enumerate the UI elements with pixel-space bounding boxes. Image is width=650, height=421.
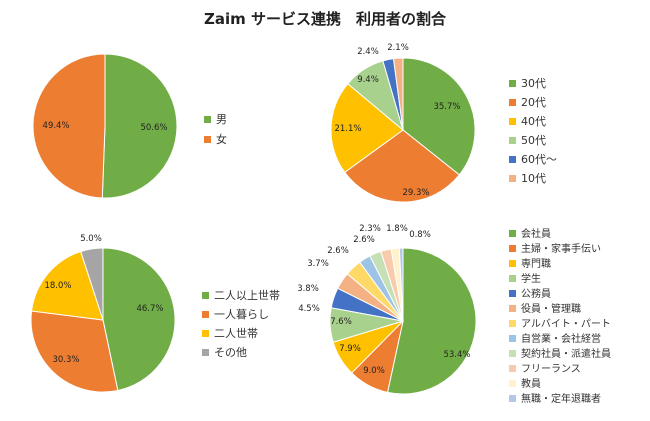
pie-slice-household-2	[31, 250, 104, 321]
data-label-gender-0: 50.6%	[140, 123, 167, 133]
data-label-gender-1: 49.4%	[43, 121, 70, 131]
legend-label-household-0: 二人以上世帯	[214, 289, 280, 302]
legend-label-occupation-7: 自営業・会社経営	[521, 332, 601, 345]
legend-label-occupation-5: 役員・管理職	[521, 302, 581, 315]
pie-slice-age-0	[402, 57, 476, 176]
legend-swatch-age-4	[509, 156, 516, 163]
pie-slice-occupation-11	[398, 247, 404, 322]
legend-swatch-gender-0	[204, 116, 211, 123]
data-label-household-2: 18.0%	[44, 281, 71, 291]
pie-slice-gender-0	[101, 53, 178, 199]
pie-slice-household-3	[80, 247, 104, 321]
legend-label-gender-1: 女	[216, 132, 227, 146]
legend-swatch-age-5	[509, 175, 516, 182]
legend-swatch-age-0	[509, 80, 516, 87]
legend-swatch-occupation-4	[509, 290, 516, 297]
legend-label-age-2: 40代	[521, 115, 546, 128]
legend-swatch-occupation-10	[509, 380, 516, 387]
data-label-occupation-11: 0.8%	[409, 230, 431, 240]
legend-label-gender-0: 男	[216, 113, 227, 126]
pie-chart-age: 35.7% 29.3% 21.1% 9.4% 2.4% 2.1% 30代 20代 40代 50代 6…	[330, 43, 557, 203]
legend-label-occupation-3: 学生	[521, 272, 541, 285]
legend-swatch-age-2	[509, 118, 516, 125]
legend-swatch-gender-1	[204, 136, 211, 143]
legend-label-household-1: 一人暮らし	[214, 307, 269, 321]
chart-title: Zaim サービス連携 利用者の割合	[204, 10, 447, 28]
legend-label-age-3: 50代	[521, 134, 546, 147]
legend-occupation: 会社員主婦・家事手伝い専門職学生公務員役員・管理職アルバイト・パート自営業・会社…	[509, 227, 611, 405]
data-label-occupation-7: 2.6%	[327, 246, 349, 256]
legend-swatch-occupation-2	[509, 260, 516, 267]
legend-swatch-occupation-0	[509, 230, 516, 237]
legend-swatch-age-3	[509, 137, 516, 144]
legend-label-household-3: その他	[214, 346, 247, 359]
pie-slice-age-1	[344, 129, 461, 203]
legend-label-occupation-6: アルバイト・パート	[521, 318, 611, 330]
data-label-occupation-1: 9.0%	[363, 366, 385, 376]
legend-label-occupation-1: 主婦・家事手伝い	[521, 242, 601, 255]
data-label-age-4: 2.4%	[357, 47, 379, 57]
data-label-occupation-2: 7.9%	[339, 344, 361, 354]
legend-label-occupation-10: 教員	[521, 377, 541, 390]
pie-chart-occupation: 53.4%9.0%7.9%7.6%4.5%3.8%3.7%2.6%2.6%2.3…	[297, 224, 611, 405]
data-label-occupation-4: 4.5%	[298, 304, 320, 314]
data-label-age-2: 21.1%	[334, 124, 361, 134]
legend-label-age-5: 10代	[521, 172, 546, 185]
data-label-age-3: 9.4%	[357, 75, 379, 85]
legend-swatch-occupation-3	[509, 275, 516, 282]
data-label-age-1: 29.3%	[402, 188, 429, 198]
pie-slice-age-5	[392, 57, 404, 131]
data-label-occupation-5: 3.8%	[297, 284, 319, 294]
legend-label-occupation-2: 専門職	[521, 258, 551, 270]
data-label-occupation-10: 1.8%	[386, 224, 408, 234]
data-label-occupation-8: 2.6%	[353, 235, 375, 245]
legend-label-age-0: 30代	[521, 77, 546, 90]
legend-swatch-household-2	[202, 330, 209, 337]
data-label-occupation-9: 2.3%	[359, 224, 381, 234]
legend-label-occupation-0: 会社員	[521, 227, 551, 240]
data-label-age-0: 35.7%	[433, 102, 460, 112]
legend-label-occupation-4: 公務員	[521, 287, 551, 300]
legend-swatch-household-3	[202, 349, 209, 356]
legend-label-age-4: 60代〜	[521, 153, 557, 166]
legend-swatch-occupation-5	[509, 305, 516, 312]
pie-slice-household-0	[102, 247, 176, 392]
legend-swatch-occupation-8	[509, 350, 516, 357]
legend-swatch-household-1	[202, 311, 209, 318]
legend-swatch-age-1	[509, 99, 516, 106]
data-label-household-0: 46.7%	[136, 304, 163, 314]
legend-swatch-occupation-9	[509, 365, 516, 372]
legend-swatch-occupation-6	[509, 320, 516, 327]
pie-slice-household-1	[30, 310, 119, 393]
pie-slice-age-2	[330, 83, 404, 174]
data-label-occupation-3: 7.6%	[330, 317, 352, 327]
legend-label-occupation-8: 契約社員・派遣社員	[521, 347, 611, 360]
legend-label-occupation-11: 無職・定年退職者	[521, 392, 601, 405]
data-label-occupation-0: 53.4%	[443, 350, 470, 360]
legend-swatch-occupation-11	[509, 395, 516, 402]
legend-gender: 男女	[204, 113, 227, 146]
legend-swatch-household-0	[202, 292, 209, 299]
data-label-age-5: 2.1%	[387, 43, 409, 53]
pie-slice-occupation-0	[386, 247, 477, 395]
legend-swatch-occupation-1	[509, 245, 516, 252]
legend-age: 30代 20代 40代 50代 60代〜 10代	[509, 77, 557, 185]
data-label-household-1: 30.3%	[52, 355, 79, 365]
pie-slice-gender-1	[32, 53, 106, 199]
legend-label-household-2: 二人世帯	[214, 327, 258, 340]
data-label-occupation-6: 3.7%	[307, 259, 329, 269]
legend-label-age-1: 20代	[521, 96, 546, 109]
data-label-household-3: 5.0%	[80, 234, 102, 244]
legend-swatch-occupation-7	[509, 335, 516, 342]
pie-chart-gender: 50.6% 49.4% 男女	[32, 53, 227, 199]
legend-label-occupation-9: フリーランス	[521, 363, 581, 375]
